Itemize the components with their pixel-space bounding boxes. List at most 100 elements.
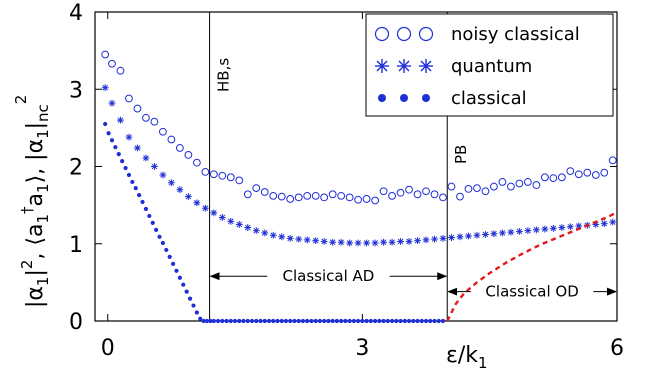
data-point (108, 59, 116, 68)
data-point (388, 191, 396, 200)
data-point (364, 318, 369, 324)
asterisk-stroke (457, 233, 463, 240)
data-point (137, 192, 142, 198)
data-point (167, 135, 176, 144)
data-point (473, 231, 481, 239)
asterisk-stroke (253, 227, 260, 234)
data-point (379, 187, 388, 196)
asterisk-stroke (465, 233, 472, 239)
asterisk-stroke (219, 214, 226, 221)
data-point (609, 218, 617, 226)
data-point (252, 227, 260, 235)
data-point (439, 234, 447, 242)
data-point (147, 213, 152, 219)
asterisk-stroke (525, 227, 531, 234)
data-point (385, 318, 390, 324)
data-point (515, 227, 523, 235)
data-point (413, 190, 422, 199)
legend-marker (378, 94, 386, 102)
data-point (194, 310, 199, 315)
data-point (322, 318, 327, 324)
asterisk-stroke (380, 239, 387, 246)
legend-marker (396, 26, 412, 42)
asterisk-stroke (355, 240, 361, 246)
asterisk-stroke (211, 210, 217, 216)
data-point (296, 318, 301, 324)
data-point (187, 296, 193, 301)
data-point (432, 318, 437, 324)
data-point (499, 229, 506, 237)
data-point (428, 318, 433, 324)
asterisk-stroke (236, 221, 243, 228)
data-point (363, 239, 371, 247)
data-point (465, 232, 472, 240)
asterisk-stroke (244, 224, 251, 231)
data-point (266, 318, 272, 324)
data-point (360, 318, 365, 324)
data-point (320, 193, 329, 202)
data-point (541, 225, 549, 233)
asterisk-stroke (508, 229, 514, 235)
data-point (275, 318, 280, 324)
data-point (490, 182, 498, 191)
legend-entry: classical (451, 88, 527, 109)
data-point (286, 195, 295, 203)
data-point (346, 239, 354, 247)
asterisk-stroke (397, 238, 404, 245)
asterisk-stroke (270, 232, 277, 239)
data-point (464, 185, 473, 193)
data-point (608, 156, 617, 165)
data-point (116, 152, 121, 157)
data-point (389, 318, 395, 324)
asterisk-stroke (389, 239, 395, 246)
data-point (337, 238, 345, 246)
data-point (167, 254, 172, 259)
asterisk-stroke (346, 240, 353, 246)
asterisk-stroke (312, 237, 319, 244)
legend-marker (418, 26, 434, 42)
data-point (201, 318, 206, 324)
data-point (159, 171, 167, 179)
data-point (109, 138, 115, 143)
asterisk-stroke (448, 234, 455, 241)
data-point (208, 318, 213, 324)
data-point (566, 223, 574, 231)
asterisk-stroke (261, 230, 268, 236)
asterisk-stroke (567, 223, 574, 230)
data-point (204, 318, 210, 324)
asterisk-stroke (304, 237, 310, 243)
data-point (294, 193, 303, 202)
data-point (126, 172, 132, 178)
data-point (371, 196, 379, 205)
data-point (140, 199, 145, 205)
data-point (397, 238, 404, 245)
legend-marker (374, 26, 390, 42)
data-point (151, 163, 158, 170)
vertical-line-label: HB,s (215, 58, 233, 92)
series-line (446, 211, 618, 322)
data-point (439, 193, 447, 202)
data-point (142, 113, 150, 122)
data-point (260, 188, 269, 196)
data-point (329, 238, 337, 246)
data-point (456, 192, 464, 201)
data-point (515, 179, 524, 188)
y-axis-label-part: † (18, 206, 36, 214)
data-point (354, 239, 362, 247)
asterisk-stroke (117, 117, 124, 123)
data-point (174, 268, 179, 273)
data-point (411, 318, 416, 324)
data-point (184, 193, 192, 201)
asterisk-stroke (143, 155, 149, 161)
asterisk-stroke (134, 145, 141, 151)
data-point (312, 237, 320, 245)
data-point (150, 117, 159, 126)
data-point (228, 318, 233, 324)
data-point (414, 237, 421, 245)
data-point (557, 173, 566, 182)
data-point (103, 121, 108, 127)
asterisk-stroke (363, 240, 370, 246)
data-point (224, 318, 229, 324)
data-point (490, 230, 498, 238)
data-point (317, 318, 323, 324)
